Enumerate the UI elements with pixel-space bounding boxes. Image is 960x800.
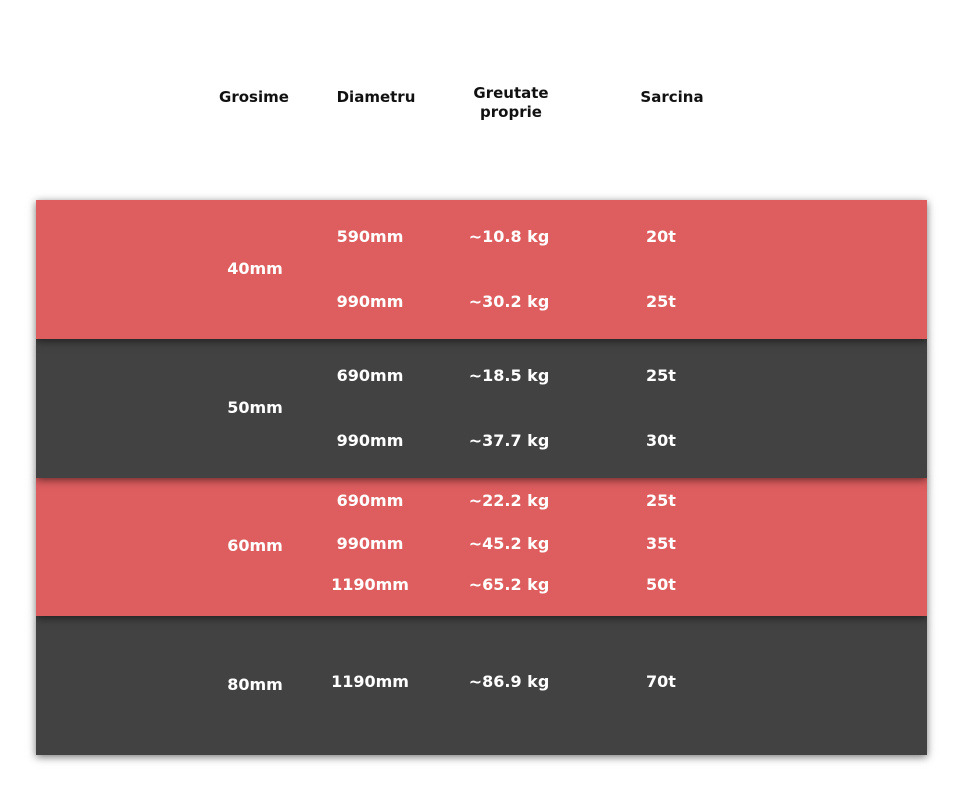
weight-cell: ~65.2 kg bbox=[468, 575, 550, 594]
diameter-cell: 990mm bbox=[336, 292, 404, 311]
weight-cell: ~86.9 kg bbox=[468, 672, 550, 691]
load-cell: 30t bbox=[646, 431, 676, 450]
table-group: 60mm 690mm ~22.2 kg 25t 990mm ~45.2 kg 35t 1190… bbox=[36, 477, 927, 616]
diameter-cell: 690mm bbox=[336, 491, 404, 510]
header-load: Sarcina bbox=[640, 88, 704, 106]
diameter-cell: 1190mm bbox=[331, 575, 409, 594]
load-cell: 25t bbox=[646, 366, 676, 385]
thickness-cell: 80mm bbox=[227, 675, 283, 694]
header-thickness: Grosime bbox=[219, 88, 289, 106]
diameter-cell: 990mm bbox=[336, 534, 404, 553]
table-group: 40mm 590mm ~10.8 kg 20t 990mm ~30.2 kg 25t bbox=[36, 200, 927, 339]
header-weight: Greutate proprie bbox=[473, 84, 549, 121]
thickness-cell: 50mm bbox=[227, 398, 283, 417]
load-cell: 50t bbox=[646, 575, 676, 594]
weight-cell: ~18.5 kg bbox=[468, 366, 550, 385]
table-group: 80mm 1190mm ~86.9 kg 70t bbox=[36, 616, 927, 755]
weight-cell: ~22.2 kg bbox=[468, 491, 550, 510]
weight-cell: ~37.7 kg bbox=[468, 431, 550, 450]
load-cell: 35t bbox=[646, 534, 676, 553]
weight-cell: ~30.2 kg bbox=[468, 292, 550, 311]
header-diameter: Diametru bbox=[336, 88, 416, 106]
diameter-cell: 690mm bbox=[336, 366, 404, 385]
diameter-cell: 990mm bbox=[336, 431, 404, 450]
table-group: 50mm 690mm ~18.5 kg 25t 990mm ~37.7 kg 30t bbox=[36, 339, 927, 478]
weight-cell: ~10.8 kg bbox=[468, 227, 550, 246]
diameter-cell: 590mm bbox=[336, 227, 404, 246]
thickness-cell: 40mm bbox=[227, 259, 283, 278]
load-cell: 25t bbox=[646, 292, 676, 311]
thickness-cell: 60mm bbox=[227, 536, 283, 555]
diameter-cell: 1190mm bbox=[331, 672, 409, 691]
load-cell: 20t bbox=[646, 227, 676, 246]
load-cell: 25t bbox=[646, 491, 676, 510]
weight-cell: ~45.2 kg bbox=[468, 534, 550, 553]
load-cell: 70t bbox=[646, 672, 676, 691]
